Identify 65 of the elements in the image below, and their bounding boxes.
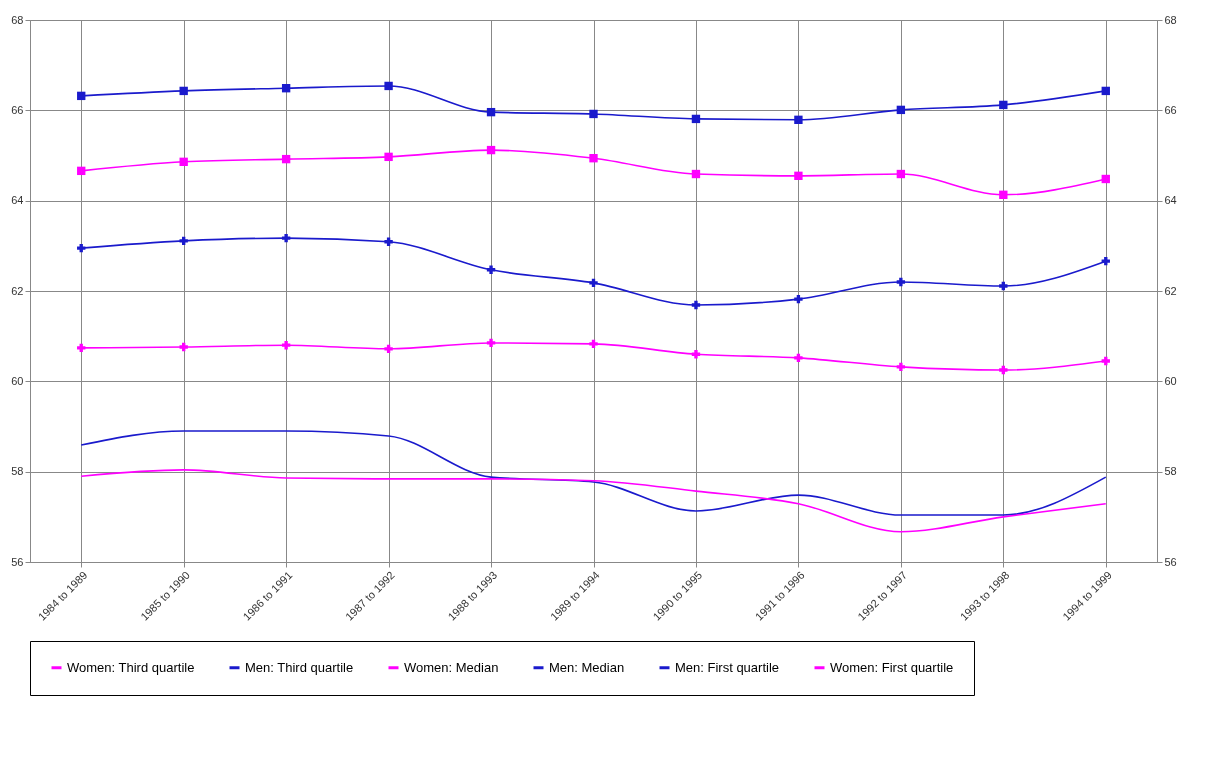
- point: [589, 339, 598, 349]
- y2-tick-label: 66: [1164, 103, 1177, 116]
- point: [281, 84, 291, 93]
- point: [999, 190, 1008, 199]
- legend-label: Men: First quartile: [675, 659, 780, 675]
- y2-tick-label: 62: [1164, 284, 1177, 297]
- point: [384, 81, 393, 91]
- point: [77, 166, 86, 176]
- point: [1101, 356, 1110, 366]
- point: [999, 365, 1008, 375]
- point: [794, 171, 803, 181]
- point: [1101, 86, 1110, 96]
- point: [486, 107, 496, 117]
- point: [486, 145, 496, 155]
- point: [179, 86, 188, 96]
- point: [179, 342, 188, 352]
- point: [999, 281, 1008, 291]
- legend-label: Women: First quartile: [830, 659, 954, 675]
- line-series: [80, 430, 1107, 516]
- point: [281, 233, 291, 243]
- y-tick-label: 62: [11, 284, 24, 297]
- y-tick-label: 56: [11, 555, 24, 568]
- point: [486, 265, 496, 274]
- point: [691, 350, 701, 359]
- y-tick-label: 60: [11, 374, 24, 387]
- point: [794, 294, 803, 304]
- point: [179, 236, 188, 246]
- y2-tick-label: 60: [1164, 374, 1177, 387]
- legend-label: Men: Third quartile: [245, 659, 354, 675]
- y-tick-label: 64: [11, 194, 24, 207]
- point: [486, 338, 496, 348]
- y-tick-label: 66: [11, 103, 24, 116]
- legend-label: Women: Median: [404, 659, 499, 675]
- point: [384, 344, 393, 353]
- point: [896, 277, 906, 287]
- y2-tick-label: 56: [1164, 555, 1177, 568]
- point: [77, 343, 86, 353]
- point: [794, 353, 803, 363]
- point: [589, 154, 598, 163]
- point: [691, 169, 701, 179]
- y-tick-label: 58: [11, 465, 24, 478]
- point: [794, 115, 803, 124]
- point: [281, 341, 291, 350]
- point: [77, 243, 86, 253]
- y-tick-label: 68: [11, 13, 24, 26]
- y2-tick-label: 64: [1164, 194, 1177, 207]
- point: [896, 362, 906, 372]
- point: [281, 154, 291, 164]
- point: [77, 91, 86, 101]
- point: [589, 278, 598, 288]
- point: [691, 300, 701, 310]
- legend-label: Women: Third quartile: [67, 659, 195, 675]
- y2-tick-label: 68: [1164, 13, 1177, 26]
- line-series: [80, 469, 1107, 533]
- point: [179, 157, 188, 167]
- point: [691, 114, 701, 124]
- point: [896, 105, 906, 115]
- y2-tick-label: 58: [1164, 465, 1177, 478]
- point: [384, 237, 393, 246]
- point: [999, 100, 1008, 110]
- point: [1101, 174, 1110, 184]
- legend-label: Men: Median: [549, 659, 625, 675]
- point: [589, 109, 598, 119]
- point: [384, 152, 393, 162]
- point: [896, 169, 906, 179]
